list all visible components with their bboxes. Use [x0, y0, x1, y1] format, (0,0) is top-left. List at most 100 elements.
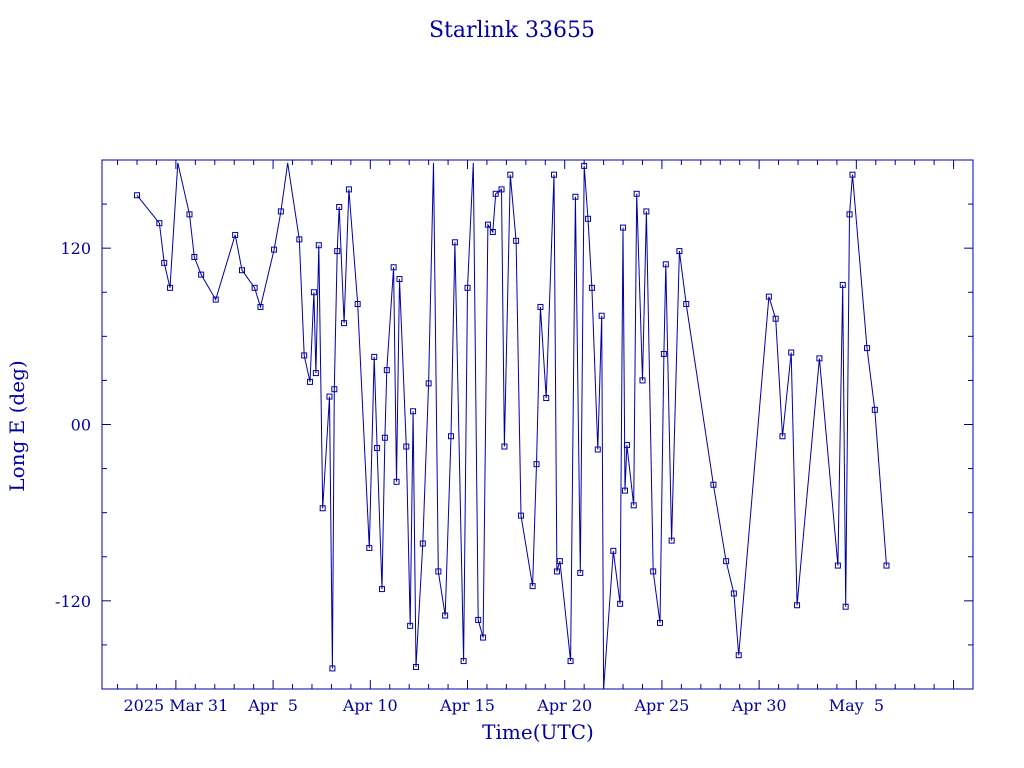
- data-point: [779, 433, 786, 440]
- data-point: [656, 619, 663, 626]
- data-point: [336, 204, 343, 211]
- data-point: [354, 301, 361, 308]
- data-point: [543, 395, 550, 402]
- x-tick-label: Apr 10: [342, 696, 398, 715]
- data-point: [345, 186, 352, 193]
- series-line: [136, 162, 887, 689]
- data-point: [475, 616, 482, 623]
- x-tick-label: Apr 15: [439, 696, 495, 715]
- data-point: [834, 562, 841, 569]
- data-point: [271, 246, 278, 253]
- data-point: [251, 284, 258, 291]
- data-point: [765, 293, 772, 300]
- data-point: [489, 229, 496, 236]
- data-point: [567, 658, 574, 665]
- data-point: [864, 345, 871, 352]
- x-tick-label: Apr 25: [633, 696, 689, 715]
- data-point: [581, 162, 588, 169]
- data-point: [849, 171, 856, 178]
- data-point: [186, 211, 193, 218]
- data-point: [156, 220, 163, 227]
- data-point: [442, 612, 449, 619]
- y-tick-label: 120: [60, 239, 91, 258]
- chart-title: Starlink 33655: [429, 18, 595, 43]
- data-point: [842, 603, 849, 610]
- data-point: [410, 408, 417, 415]
- series-longitude: [133, 162, 890, 689]
- data-point: [710, 481, 717, 488]
- y-axis-label: Long E (deg): [5, 360, 29, 491]
- data-point: [513, 237, 520, 244]
- data-point: [198, 271, 205, 278]
- data-point: [533, 461, 540, 468]
- data-point: [412, 663, 419, 670]
- data-point: [588, 284, 595, 291]
- data-point: [484, 221, 491, 228]
- data-point: [460, 658, 467, 665]
- data-point: [639, 377, 646, 384]
- data-point: [331, 386, 338, 393]
- data-point: [598, 312, 605, 319]
- data-point: [310, 289, 317, 296]
- data-point: [501, 443, 508, 450]
- data-point: [133, 192, 140, 199]
- data-point: [232, 231, 239, 238]
- data-point: [341, 320, 348, 327]
- data-point: [585, 215, 592, 222]
- data-point: [383, 367, 390, 374]
- data-point: [556, 558, 563, 565]
- data-point: [621, 487, 628, 494]
- data-point: [381, 434, 388, 441]
- data-point: [296, 236, 303, 243]
- x-tick-label: Apr 30: [731, 696, 787, 715]
- data-point: [871, 406, 878, 413]
- data-point: [650, 568, 657, 575]
- x-axis-label: Time(UTC): [482, 720, 594, 744]
- data-point: [315, 242, 322, 249]
- data-point: [307, 378, 314, 385]
- data-point: [403, 443, 410, 450]
- axis-ticks: [102, 160, 974, 689]
- data-point: [788, 349, 795, 356]
- data-point: [191, 253, 198, 260]
- data-point: [572, 193, 579, 200]
- data-point: [668, 537, 675, 544]
- data-point: [816, 355, 823, 362]
- data-point: [319, 505, 326, 512]
- data-point: [435, 568, 442, 575]
- y-tick-label: -120: [55, 592, 91, 611]
- data-point: [257, 303, 264, 310]
- data-point: [529, 583, 536, 590]
- data-point: [419, 540, 426, 547]
- data-point: [846, 211, 853, 218]
- data-point: [623, 442, 630, 449]
- data-point: [577, 569, 584, 576]
- data-point: [551, 171, 558, 178]
- data-point: [301, 352, 308, 359]
- data-point: [212, 296, 219, 303]
- data-point: [393, 478, 400, 485]
- data-point: [277, 208, 284, 215]
- data-point: [883, 562, 890, 569]
- data-point: [723, 558, 730, 565]
- y-tick-label: 00: [71, 416, 91, 435]
- data-point: [334, 248, 341, 255]
- data-point: [425, 380, 432, 387]
- data-point: [498, 186, 505, 193]
- data-point: [326, 393, 333, 400]
- data-point: [366, 544, 373, 551]
- data-point: [643, 208, 650, 215]
- data-point: [662, 261, 669, 268]
- data-point: [772, 315, 779, 322]
- data-point: [451, 239, 458, 246]
- data-point: [464, 284, 471, 291]
- data-point: [660, 350, 667, 357]
- tick-labels: 2025 Mar 31 Apr 5 Apr 10 Apr 15 Apr 20 Apr 25…: [55, 239, 884, 715]
- data-point: [730, 590, 737, 597]
- x-tick-label: Apr 20: [536, 696, 592, 715]
- data-point: [492, 190, 499, 197]
- data-point: [161, 259, 168, 266]
- data-point: [374, 445, 381, 452]
- data-point: [378, 586, 385, 593]
